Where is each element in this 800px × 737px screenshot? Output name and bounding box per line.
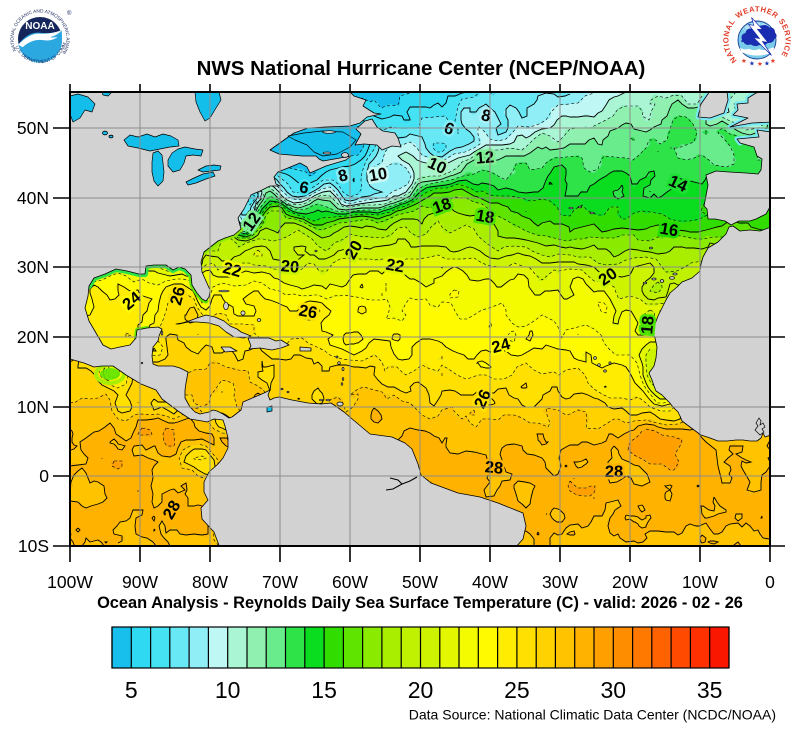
svg-text:30W: 30W (542, 572, 578, 592)
svg-text:15: 15 (311, 677, 337, 703)
svg-text:90W: 90W (122, 572, 158, 592)
svg-text:28: 28 (605, 463, 623, 481)
svg-text:★: ★ (764, 60, 770, 68)
svg-text:5: 5 (125, 677, 138, 703)
svg-text:35: 35 (697, 677, 723, 703)
svg-text:18: 18 (638, 315, 658, 335)
svg-text:20: 20 (408, 677, 434, 703)
svg-text:Data Source: National Climatic: Data Source: National Climatic Data Cent… (409, 707, 776, 723)
svg-text:20W: 20W (612, 572, 648, 592)
svg-text:★: ★ (770, 57, 776, 65)
svg-text:★: ★ (749, 60, 755, 68)
svg-text:10N: 10N (17, 397, 49, 417)
svg-text:NWS National Hurricane Center: NWS National Hurricane Center (NCEP/NOAA… (197, 57, 646, 80)
svg-text:50N: 50N (17, 118, 49, 138)
svg-text:10S: 10S (18, 536, 49, 556)
svg-text:★: ★ (741, 57, 747, 65)
svg-text:12: 12 (475, 148, 495, 168)
svg-text:80W: 80W (192, 572, 228, 592)
svg-text:0: 0 (39, 466, 49, 486)
svg-text:70W: 70W (262, 572, 298, 592)
svg-text:18: 18 (474, 207, 495, 228)
svg-text:10: 10 (215, 677, 241, 703)
svg-text:16: 16 (658, 220, 679, 241)
svg-text:10W: 10W (682, 572, 718, 592)
svg-text:20N: 20N (17, 327, 49, 347)
svg-text:30: 30 (601, 677, 627, 703)
svg-text:40W: 40W (472, 572, 508, 592)
svg-text:40N: 40N (17, 188, 49, 208)
svg-text:®: ® (67, 10, 72, 17)
svg-text:50W: 50W (402, 572, 438, 592)
svg-text:100W: 100W (47, 572, 93, 592)
svg-text:60W: 60W (332, 572, 368, 592)
svg-text:26: 26 (297, 302, 318, 323)
svg-text:22: 22 (384, 256, 405, 277)
svg-text:0: 0 (765, 572, 775, 592)
svg-text:25: 25 (504, 677, 530, 703)
svg-text:★: ★ (757, 60, 763, 68)
svg-text:10: 10 (367, 165, 388, 186)
svg-text:NOAA: NOAA (25, 21, 54, 32)
svg-text:30N: 30N (17, 257, 49, 277)
svg-text:28: 28 (484, 458, 504, 478)
svg-text:Ocean Analysis - Reynolds Dail: Ocean Analysis - Reynolds Daily Sea Surf… (97, 594, 743, 612)
